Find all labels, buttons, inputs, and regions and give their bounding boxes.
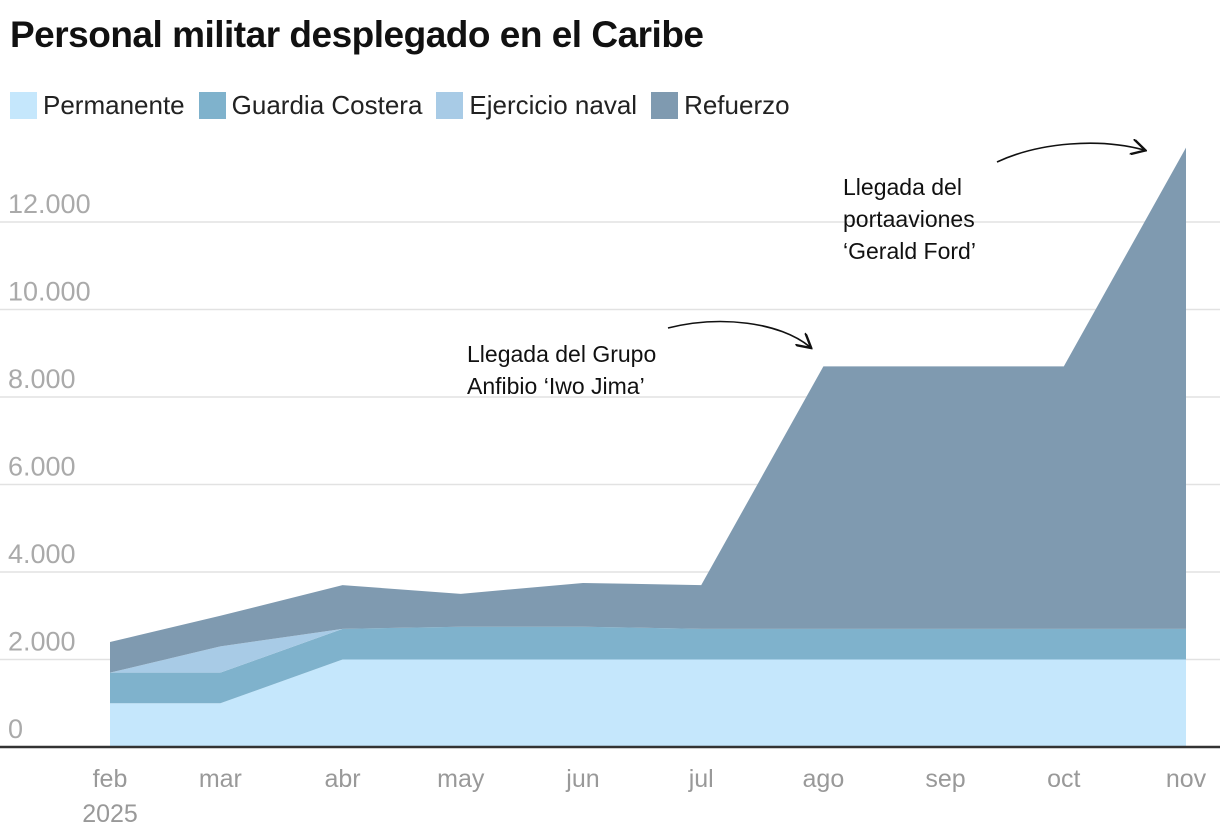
legend-label: Ejercicio naval — [469, 90, 638, 120]
area-ejercicio-naval — [110, 626, 1186, 673]
annotation-arrow — [667, 320, 810, 347]
y-tick-label: 8.000 — [8, 364, 76, 394]
annotation-text: ‘Gerald Ford’ — [843, 238, 976, 264]
y-tick-label: 12.000 — [8, 189, 91, 219]
legend-label: Guardia Costera — [231, 90, 423, 120]
area-guardia-costera — [110, 626, 1186, 704]
y-tick-label: 6.000 — [8, 452, 76, 482]
legend-label: Permanente — [43, 90, 185, 120]
legend-label: Refuerzo — [684, 90, 790, 120]
x-tick-label: jun — [565, 765, 599, 793]
x-tick-label: ago — [803, 765, 845, 793]
legend-item: Ejercicio naval — [436, 90, 637, 121]
x-tick-label: mar — [199, 765, 242, 793]
annotation-text: Anfibio ‘Iwo Jima’ — [467, 373, 645, 399]
legend: Permanente Guardia Costera Ejercicio naval… — [10, 90, 790, 121]
legend-item: Guardia Costera — [198, 90, 423, 121]
y-tick-label: 0 — [8, 714, 23, 744]
legend-item: Refuerzo — [651, 90, 790, 121]
area-permanente — [110, 659, 1186, 747]
x-tick-label: abr — [324, 765, 360, 793]
y-tick-label: 2.000 — [8, 627, 76, 657]
legend-swatch — [198, 92, 226, 119]
y-tick-label: 10.000 — [8, 277, 91, 307]
chart-title: Personal militar desplegado en el Caribe — [10, 14, 704, 55]
x-tick-label: oct — [1047, 765, 1080, 793]
y-tick-label: 4.000 — [8, 539, 76, 569]
annotation-text: Llegada del Grupo — [467, 341, 656, 367]
annotation-text: portaaviones — [843, 206, 975, 232]
annotation-text: Llegada del — [843, 174, 962, 200]
legend-item: Permanente — [10, 90, 185, 121]
area-refuerzo — [110, 147, 1186, 673]
x-tick-label: feb — [93, 765, 128, 793]
annotation-arrow — [996, 143, 1144, 163]
x-year-label: 2025 — [82, 800, 138, 828]
x-tick-label: sep — [925, 765, 965, 793]
x-tick-label: jul — [688, 765, 714, 793]
legend-swatch — [10, 92, 37, 119]
legend-swatch — [651, 92, 679, 119]
x-tick-label: nov — [1166, 765, 1207, 793]
x-tick-label: may — [437, 765, 485, 793]
legend-swatch — [436, 92, 464, 119]
